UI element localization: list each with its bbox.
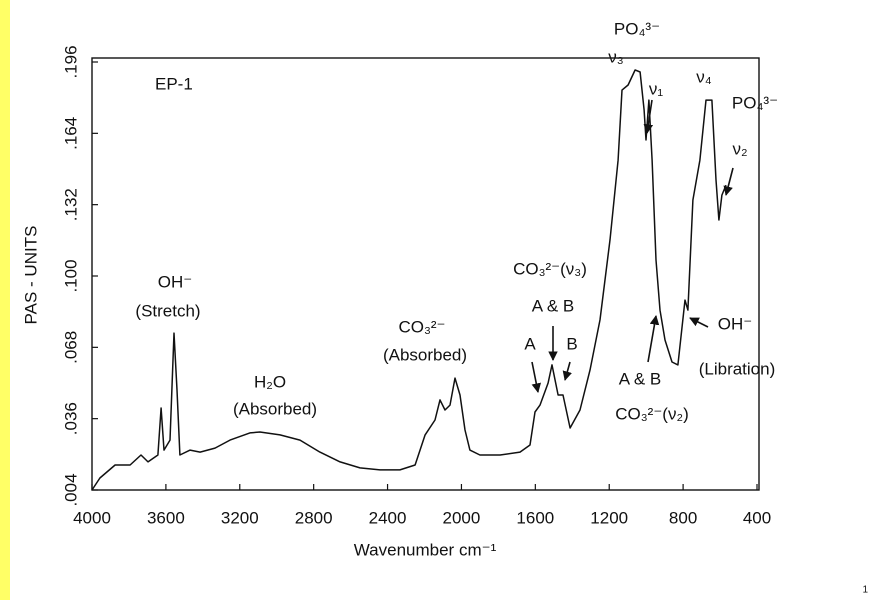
plot-frame	[91, 57, 760, 491]
annotation: ν₄	[696, 67, 712, 86]
x-tick-label: 3600	[147, 508, 185, 527]
annotation: (Stretch)	[135, 301, 200, 320]
y-tick-label: .164	[61, 117, 80, 150]
y-tick-label: .004	[61, 473, 80, 506]
arrow	[647, 315, 660, 363]
x-tick-label: 2800	[295, 508, 333, 527]
y-tick-label: .196	[61, 45, 80, 78]
slide-number: 1	[862, 585, 868, 596]
y-tick-label: .100	[61, 259, 80, 292]
annotation: A & B	[619, 369, 662, 388]
annotation: H₂O	[254, 372, 286, 391]
x-tick-label: 4000	[73, 508, 111, 527]
y-tick-label: .068	[61, 331, 80, 364]
arrow	[689, 317, 709, 328]
annotation: CO₃²⁻	[398, 317, 445, 336]
x-tick-label: 3200	[221, 508, 259, 527]
annotation: ν₃	[608, 47, 623, 66]
annotation: A & B	[532, 296, 575, 315]
x-tick-label: 1200	[590, 508, 628, 527]
annotation: A	[524, 334, 536, 353]
arrows	[531, 99, 734, 393]
x-axis-label: Wavenumber cm⁻¹	[354, 540, 497, 559]
annotation: OH⁻	[718, 314, 752, 333]
slide-background	[10, 0, 874, 600]
slide-border	[0, 0, 10, 600]
arrow	[562, 361, 572, 381]
x-tick-label: 2000	[443, 508, 481, 527]
y-tick-label: .036	[61, 402, 80, 435]
x-tick-label: 1600	[516, 508, 554, 527]
arrow	[531, 361, 542, 393]
annotation: B	[566, 334, 577, 353]
annotation: PO₄³⁻	[732, 93, 778, 112]
annotation: (Libration)	[699, 359, 776, 378]
annotation: ν₂	[732, 139, 747, 158]
y-tick-label: .132	[61, 188, 80, 221]
annotation: (Absorbed)	[233, 399, 317, 418]
annotation: (Absorbed)	[383, 345, 467, 364]
chart-title: EP-1	[155, 74, 193, 93]
annotation: CO₃²⁻(ν₂)	[615, 404, 688, 423]
arrow	[723, 167, 734, 196]
annotation: PO₄³⁻	[614, 19, 660, 38]
annotation: ν₁	[649, 79, 664, 98]
x-tick-label: 2400	[369, 508, 407, 527]
annotation: OH⁻	[158, 272, 192, 291]
y-axis-label: PAS - UNITS	[21, 226, 40, 325]
spectrum-line	[91, 69, 727, 491]
x-tick-label: 800	[669, 508, 697, 527]
x-tick-label: 400	[743, 508, 771, 527]
annotation: CO₃²⁻(ν₃)	[513, 259, 587, 278]
